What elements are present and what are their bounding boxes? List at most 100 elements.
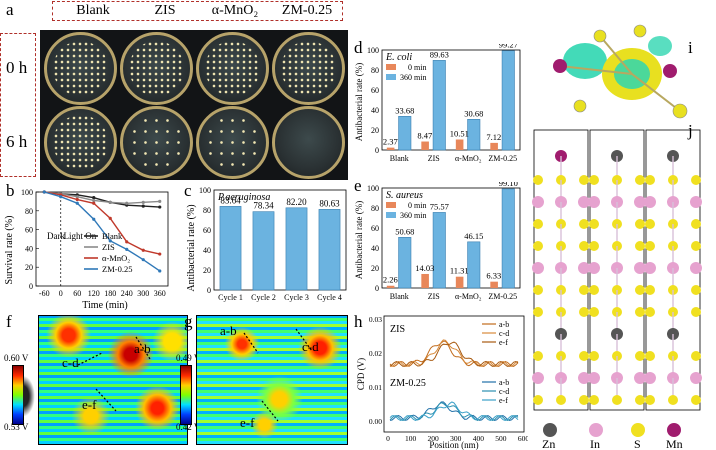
ecoli-ylabel: Antibacterial rate (%) <box>354 63 364 141</box>
atom <box>578 372 590 384</box>
kpfm-g-colorbar <box>180 365 192 425</box>
kpfm-g-top: 0.49 V <box>176 353 201 363</box>
saureus-bar-360min <box>501 188 515 289</box>
ecoli-ytick: 0 <box>375 146 379 155</box>
saureus-label-0min: 11.31 <box>450 266 469 276</box>
atom <box>645 285 655 295</box>
survival-xtick: -60 <box>39 289 50 298</box>
atom <box>690 372 702 384</box>
atom <box>589 351 599 361</box>
panel-i-label: i <box>688 38 693 57</box>
saureus-xtick: ZM-0.25 <box>488 292 517 301</box>
atom <box>635 175 645 185</box>
paeruginosa-title: P.aeruginosa <box>217 192 270 203</box>
atom <box>691 395 701 405</box>
ecoli-frame <box>381 49 521 151</box>
survival-ytick: 60 <box>25 226 33 235</box>
cpd-xtick: 200 <box>428 434 440 443</box>
ecoli-ytick: 100 <box>367 46 379 55</box>
light-label: Light On <box>64 231 97 241</box>
survival-xtick: 0 <box>59 289 63 298</box>
atom <box>588 262 600 274</box>
saureus-ytick: 0 <box>375 284 379 293</box>
atom <box>635 219 645 229</box>
saureus-bar-360min <box>432 212 446 289</box>
saureus-label-360min: 50.68 <box>395 226 414 236</box>
atom <box>556 395 566 405</box>
saureus-legend-1 <box>386 212 396 218</box>
panel-b-label: b <box>6 181 15 200</box>
ecoli-xtick: ZIS <box>428 154 440 163</box>
ecoli-label-360min: 30.68 <box>464 108 483 118</box>
kpfm-g-mark-cd: c-d <box>302 339 319 354</box>
cpd-legend-top-label: e-f <box>499 338 508 347</box>
survival-legend-label: α-MnO₂ <box>102 253 130 263</box>
atom <box>645 175 655 185</box>
panel-h-label: h <box>354 312 363 331</box>
atom <box>579 307 589 317</box>
survival-ytick: 0 <box>29 282 33 291</box>
ecoli-bar-360min <box>467 119 481 151</box>
survival-ytick: 20 <box>25 263 33 272</box>
atom <box>645 395 655 405</box>
paeruginosa-value: 80.63 <box>319 198 340 208</box>
saureus-frame <box>381 187 521 289</box>
saureus-label-0min: 14.03 <box>415 263 434 273</box>
survival-point <box>141 258 145 262</box>
paeruginosa-value: 83.64 <box>220 195 241 205</box>
cpd-ytick: 0.00 <box>369 417 382 426</box>
cpd-ylabel: CPD (V) <box>356 358 366 390</box>
survival-line-3 <box>44 191 161 272</box>
kpfm-g-annotations: a-b c-d e-f <box>220 323 319 430</box>
paeruginosa-xtick: Cycle 1 <box>218 293 243 302</box>
ecoli-label-0min: 7.12 <box>486 132 501 142</box>
survival-point <box>158 269 162 273</box>
paeruginosa-xtick: Cycle 4 <box>317 293 342 302</box>
atom <box>645 219 655 229</box>
atom <box>691 307 701 317</box>
panel-d-label: d <box>354 38 363 57</box>
survival-xtick: 360 <box>154 289 166 298</box>
panel-g-label: g <box>184 312 193 331</box>
cpd-xtick: 0 <box>386 434 390 443</box>
atom <box>645 241 655 251</box>
cpd-xtick: 500 <box>495 434 507 443</box>
atom <box>645 307 655 317</box>
ecoli-ytick: 60 <box>371 86 379 95</box>
cpd-legend-top-label: c-d <box>499 329 509 338</box>
atom <box>579 351 589 361</box>
ecoli-bar-360min <box>432 60 446 151</box>
atom <box>644 372 656 384</box>
ecoli-label-0min: 8.47 <box>417 131 432 141</box>
cpd-legend-bottom-label: a-b <box>499 378 509 387</box>
atom <box>635 241 645 251</box>
survival-xlabel: Time (min) <box>82 300 127 310</box>
survival-ytick: 100 <box>21 188 33 197</box>
atom <box>533 241 543 251</box>
atom <box>634 372 646 384</box>
survival-legend-label: ZIS <box>102 242 115 252</box>
saureus-ylabel: Antibacterial rate (%) <box>354 201 364 279</box>
saureus-xtick: Blank <box>390 292 409 301</box>
saureus-legend-0 <box>386 202 396 208</box>
saureus-ytick: 80 <box>371 204 379 213</box>
saureus-bar-0min <box>421 273 429 288</box>
ecoli-bar-0min <box>490 142 498 150</box>
atom <box>635 351 645 361</box>
ecoli-title: E. coli <box>385 52 412 63</box>
panel-a-label: a <box>6 0 14 19</box>
cpd-zis-label: ZIS <box>390 324 405 335</box>
saureus-ytick: 20 <box>371 264 379 273</box>
cpd-xtick: 400 <box>473 434 485 443</box>
ecoli-ytick: 80 <box>371 66 379 75</box>
dish-zm-6h <box>272 106 345 179</box>
atom <box>589 175 599 185</box>
atom <box>589 241 599 251</box>
dish-mno2-6h <box>196 106 269 179</box>
cpd-xtick: 300 <box>450 434 462 443</box>
atom <box>532 196 544 208</box>
col-mno2: α-MnO₂ <box>211 3 259 18</box>
survival-xtick: 180 <box>104 289 116 298</box>
atom <box>691 219 701 229</box>
